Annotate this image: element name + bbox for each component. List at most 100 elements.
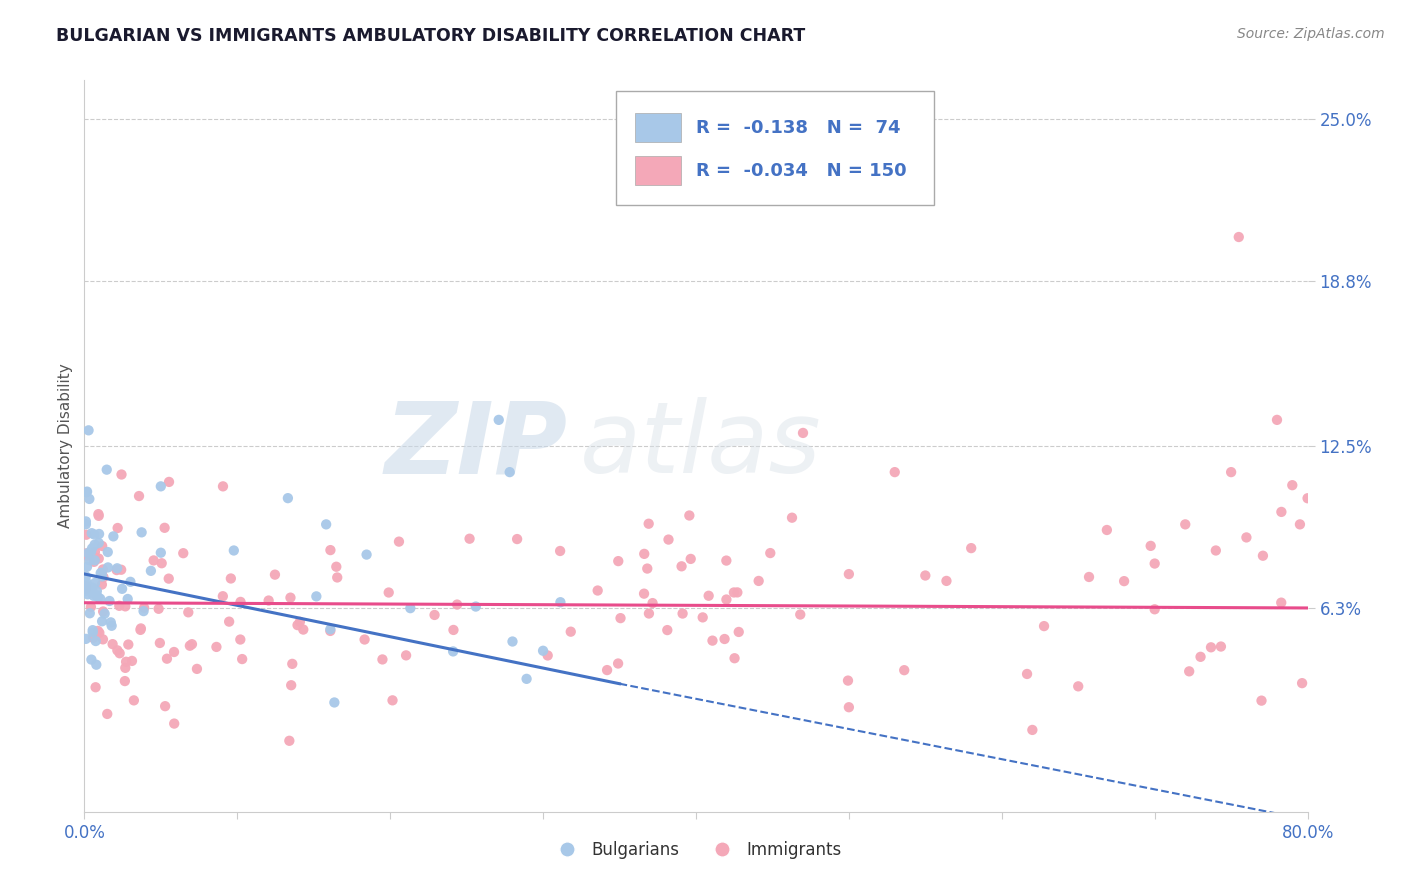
Point bbox=[789, 607, 811, 622]
Point bbox=[716, 592, 738, 607]
Point bbox=[550, 595, 572, 609]
Point bbox=[179, 639, 201, 653]
Point bbox=[1265, 413, 1288, 427]
Point bbox=[77, 579, 100, 593]
Point bbox=[399, 601, 422, 615]
Point bbox=[91, 539, 114, 553]
FancyBboxPatch shape bbox=[636, 156, 682, 186]
Point bbox=[82, 631, 104, 645]
Point bbox=[388, 534, 411, 549]
Point bbox=[1143, 557, 1166, 571]
Point bbox=[288, 615, 311, 629]
Point bbox=[1139, 539, 1161, 553]
Point bbox=[114, 661, 136, 675]
Point bbox=[633, 547, 655, 561]
Point bbox=[139, 564, 162, 578]
Point bbox=[319, 622, 342, 636]
Point bbox=[1281, 478, 1303, 492]
Point bbox=[596, 663, 619, 677]
Point bbox=[287, 618, 309, 632]
Point bbox=[114, 674, 136, 689]
Point bbox=[98, 594, 121, 608]
Point bbox=[326, 570, 349, 584]
Point bbox=[90, 577, 112, 591]
Point bbox=[205, 640, 228, 654]
Point bbox=[84, 576, 107, 591]
Point bbox=[1021, 723, 1043, 737]
Point bbox=[537, 648, 560, 663]
Point bbox=[914, 568, 936, 582]
Point bbox=[75, 527, 97, 541]
Point bbox=[105, 643, 128, 657]
Point bbox=[692, 610, 714, 624]
Point bbox=[657, 533, 679, 547]
Point bbox=[1033, 619, 1056, 633]
Point bbox=[122, 693, 145, 707]
Point bbox=[148, 602, 170, 616]
Point bbox=[1143, 602, 1166, 616]
Point bbox=[108, 599, 131, 613]
Point bbox=[83, 589, 105, 603]
Point bbox=[229, 595, 252, 609]
Point bbox=[75, 574, 97, 589]
Text: ZIP: ZIP bbox=[384, 398, 568, 494]
Point bbox=[93, 607, 115, 621]
Point bbox=[101, 637, 124, 651]
Point bbox=[423, 607, 446, 622]
Point bbox=[1251, 549, 1274, 563]
Point bbox=[115, 655, 138, 669]
Point bbox=[121, 654, 143, 668]
Point bbox=[637, 516, 659, 531]
Point bbox=[87, 507, 110, 521]
Point bbox=[280, 591, 302, 605]
Point bbox=[381, 693, 404, 707]
Point bbox=[107, 521, 129, 535]
Point bbox=[713, 632, 735, 646]
Point bbox=[129, 623, 152, 637]
Point bbox=[91, 615, 114, 629]
Point bbox=[83, 538, 105, 552]
Point bbox=[76, 587, 98, 601]
Point bbox=[181, 637, 204, 651]
Point bbox=[759, 546, 782, 560]
Point bbox=[1236, 530, 1258, 544]
Point bbox=[441, 644, 464, 658]
Point bbox=[607, 657, 630, 671]
Point bbox=[531, 644, 554, 658]
Point bbox=[1270, 505, 1292, 519]
Y-axis label: Ambulatory Disability: Ambulatory Disability bbox=[58, 364, 73, 528]
Point bbox=[211, 589, 233, 603]
Point bbox=[97, 560, 120, 574]
Point bbox=[75, 515, 97, 529]
Point bbox=[76, 549, 98, 563]
Point bbox=[636, 561, 658, 575]
Point bbox=[131, 525, 153, 540]
Point bbox=[149, 636, 172, 650]
Point bbox=[748, 574, 770, 588]
Point bbox=[186, 662, 208, 676]
Point bbox=[1015, 667, 1038, 681]
Point bbox=[723, 585, 745, 599]
Point bbox=[87, 624, 110, 638]
Point bbox=[1291, 676, 1313, 690]
Point bbox=[149, 479, 172, 493]
Point bbox=[100, 619, 122, 633]
Point bbox=[75, 517, 97, 532]
Point bbox=[114, 599, 136, 614]
Point bbox=[702, 633, 724, 648]
Point bbox=[80, 541, 103, 556]
Point bbox=[132, 600, 155, 615]
Point bbox=[1289, 517, 1312, 532]
Point bbox=[1078, 570, 1101, 584]
Point bbox=[75, 546, 97, 560]
FancyBboxPatch shape bbox=[636, 113, 682, 142]
Point bbox=[560, 624, 582, 639]
Point bbox=[75, 632, 97, 646]
Point bbox=[1296, 491, 1319, 506]
Point bbox=[353, 632, 375, 647]
Point bbox=[105, 563, 128, 577]
Point bbox=[163, 716, 186, 731]
Point bbox=[82, 625, 104, 640]
Point bbox=[792, 425, 814, 440]
Point bbox=[638, 607, 661, 621]
